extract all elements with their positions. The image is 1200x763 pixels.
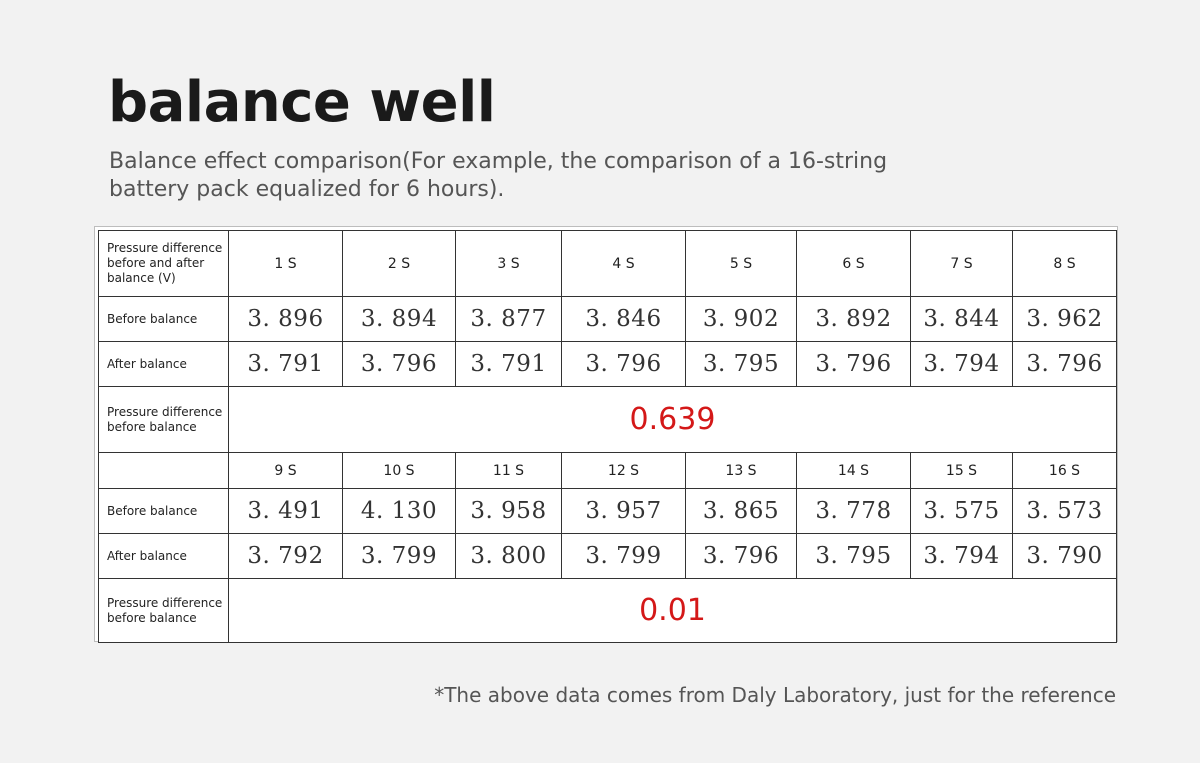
voltage-value: 3. 778 [796,488,911,534]
voltage-value: 3. 958 [455,488,562,534]
voltage-value: 4. 130 [342,488,456,534]
before-balance-label: Before balance [98,488,229,534]
before-row-9-16: Before balance 3. 491 4. 130 3. 958 3. 9… [98,488,1117,534]
voltage-value: 3. 877 [455,296,562,342]
voltage-value: 3. 794 [910,533,1013,579]
cell-header: 14 S [796,452,911,489]
voltage-value: 3. 796 [561,341,686,387]
header-row-1-8: Pressure difference before and after bal… [98,230,1117,297]
footnote: *The above data comes from Daly Laborato… [434,683,1116,707]
voltage-value: 3. 794 [910,341,1013,387]
voltage-value: 3. 799 [561,533,686,579]
voltage-value: 3. 796 [342,341,456,387]
voltage-value: 3. 575 [910,488,1013,534]
header-row-9-16: 9 S 10 S 11 S 12 S 13 S 14 S 15 S 16 S [98,452,1117,489]
voltage-value: 3. 792 [228,533,343,579]
voltage-value: 3. 894 [342,296,456,342]
after-balance-label: After balance [98,533,229,579]
cell-header: 16 S [1012,452,1117,489]
cell-header: 2 S [342,230,456,297]
voltage-value: 3. 896 [228,296,343,342]
voltage-value: 3. 791 [228,341,343,387]
page-title: balance well [108,70,496,135]
voltage-value: 3. 957 [561,488,686,534]
cell-header: 5 S [685,230,797,297]
pressure-diff-value: 0.01 [228,578,1117,643]
before-row-1-8: Before balance 3. 896 3. 894 3. 877 3. 8… [98,296,1117,342]
voltage-value: 3. 573 [1012,488,1117,534]
voltage-value: 3. 962 [1012,296,1117,342]
header-row-label-empty [98,452,229,489]
voltage-value: 3. 790 [1012,533,1117,579]
voltage-value: 3. 844 [910,296,1013,342]
cell-header: 3 S [455,230,562,297]
cell-header: 6 S [796,230,911,297]
voltage-value: 3. 902 [685,296,797,342]
pressure-diff-label: Pressure difference before balance [98,386,229,453]
cell-header: 10 S [342,452,456,489]
cell-header: 7 S [910,230,1013,297]
cell-header: 1 S [228,230,343,297]
voltage-value: 3. 796 [796,341,911,387]
after-row-9-16: After balance 3. 792 3. 799 3. 800 3. 79… [98,533,1117,579]
cell-header: 13 S [685,452,797,489]
voltage-value: 3. 846 [561,296,686,342]
pressure-diff-label: Pressure difference before balance [98,578,229,643]
voltage-value: 3. 796 [685,533,797,579]
voltage-value: 3. 799 [342,533,456,579]
voltage-value: 3. 491 [228,488,343,534]
voltage-value: 3. 791 [455,341,562,387]
cell-header: 15 S [910,452,1013,489]
voltage-value: 3. 865 [685,488,797,534]
cell-header: 9 S [228,452,343,489]
voltage-value: 3. 795 [796,533,911,579]
diff-row-9-16: Pressure difference before balance 0.01 [98,578,1117,643]
diff-row-1-8: Pressure difference before balance 0.639 [98,386,1117,453]
page-subtitle: Balance effect comparison(For example, t… [109,149,888,202]
balance-comparison-table: Pressure difference before and after bal… [98,230,1117,643]
after-row-1-8: After balance 3. 791 3. 796 3. 791 3. 79… [98,341,1117,387]
cell-header: 11 S [455,452,562,489]
cell-header: 4 S [561,230,686,297]
cell-header: 12 S [561,452,686,489]
voltage-value: 3. 796 [1012,341,1117,387]
voltage-value: 3. 795 [685,341,797,387]
voltage-value: 3. 892 [796,296,911,342]
cell-header: 8 S [1012,230,1117,297]
after-balance-label: After balance [98,341,229,387]
pressure-diff-value: 0.639 [228,386,1117,453]
comparison-table-frame: Pressure difference before and after bal… [94,226,1118,643]
before-balance-label: Before balance [98,296,229,342]
header-row-label: Pressure difference before and after bal… [98,230,229,297]
voltage-value: 3. 800 [455,533,562,579]
